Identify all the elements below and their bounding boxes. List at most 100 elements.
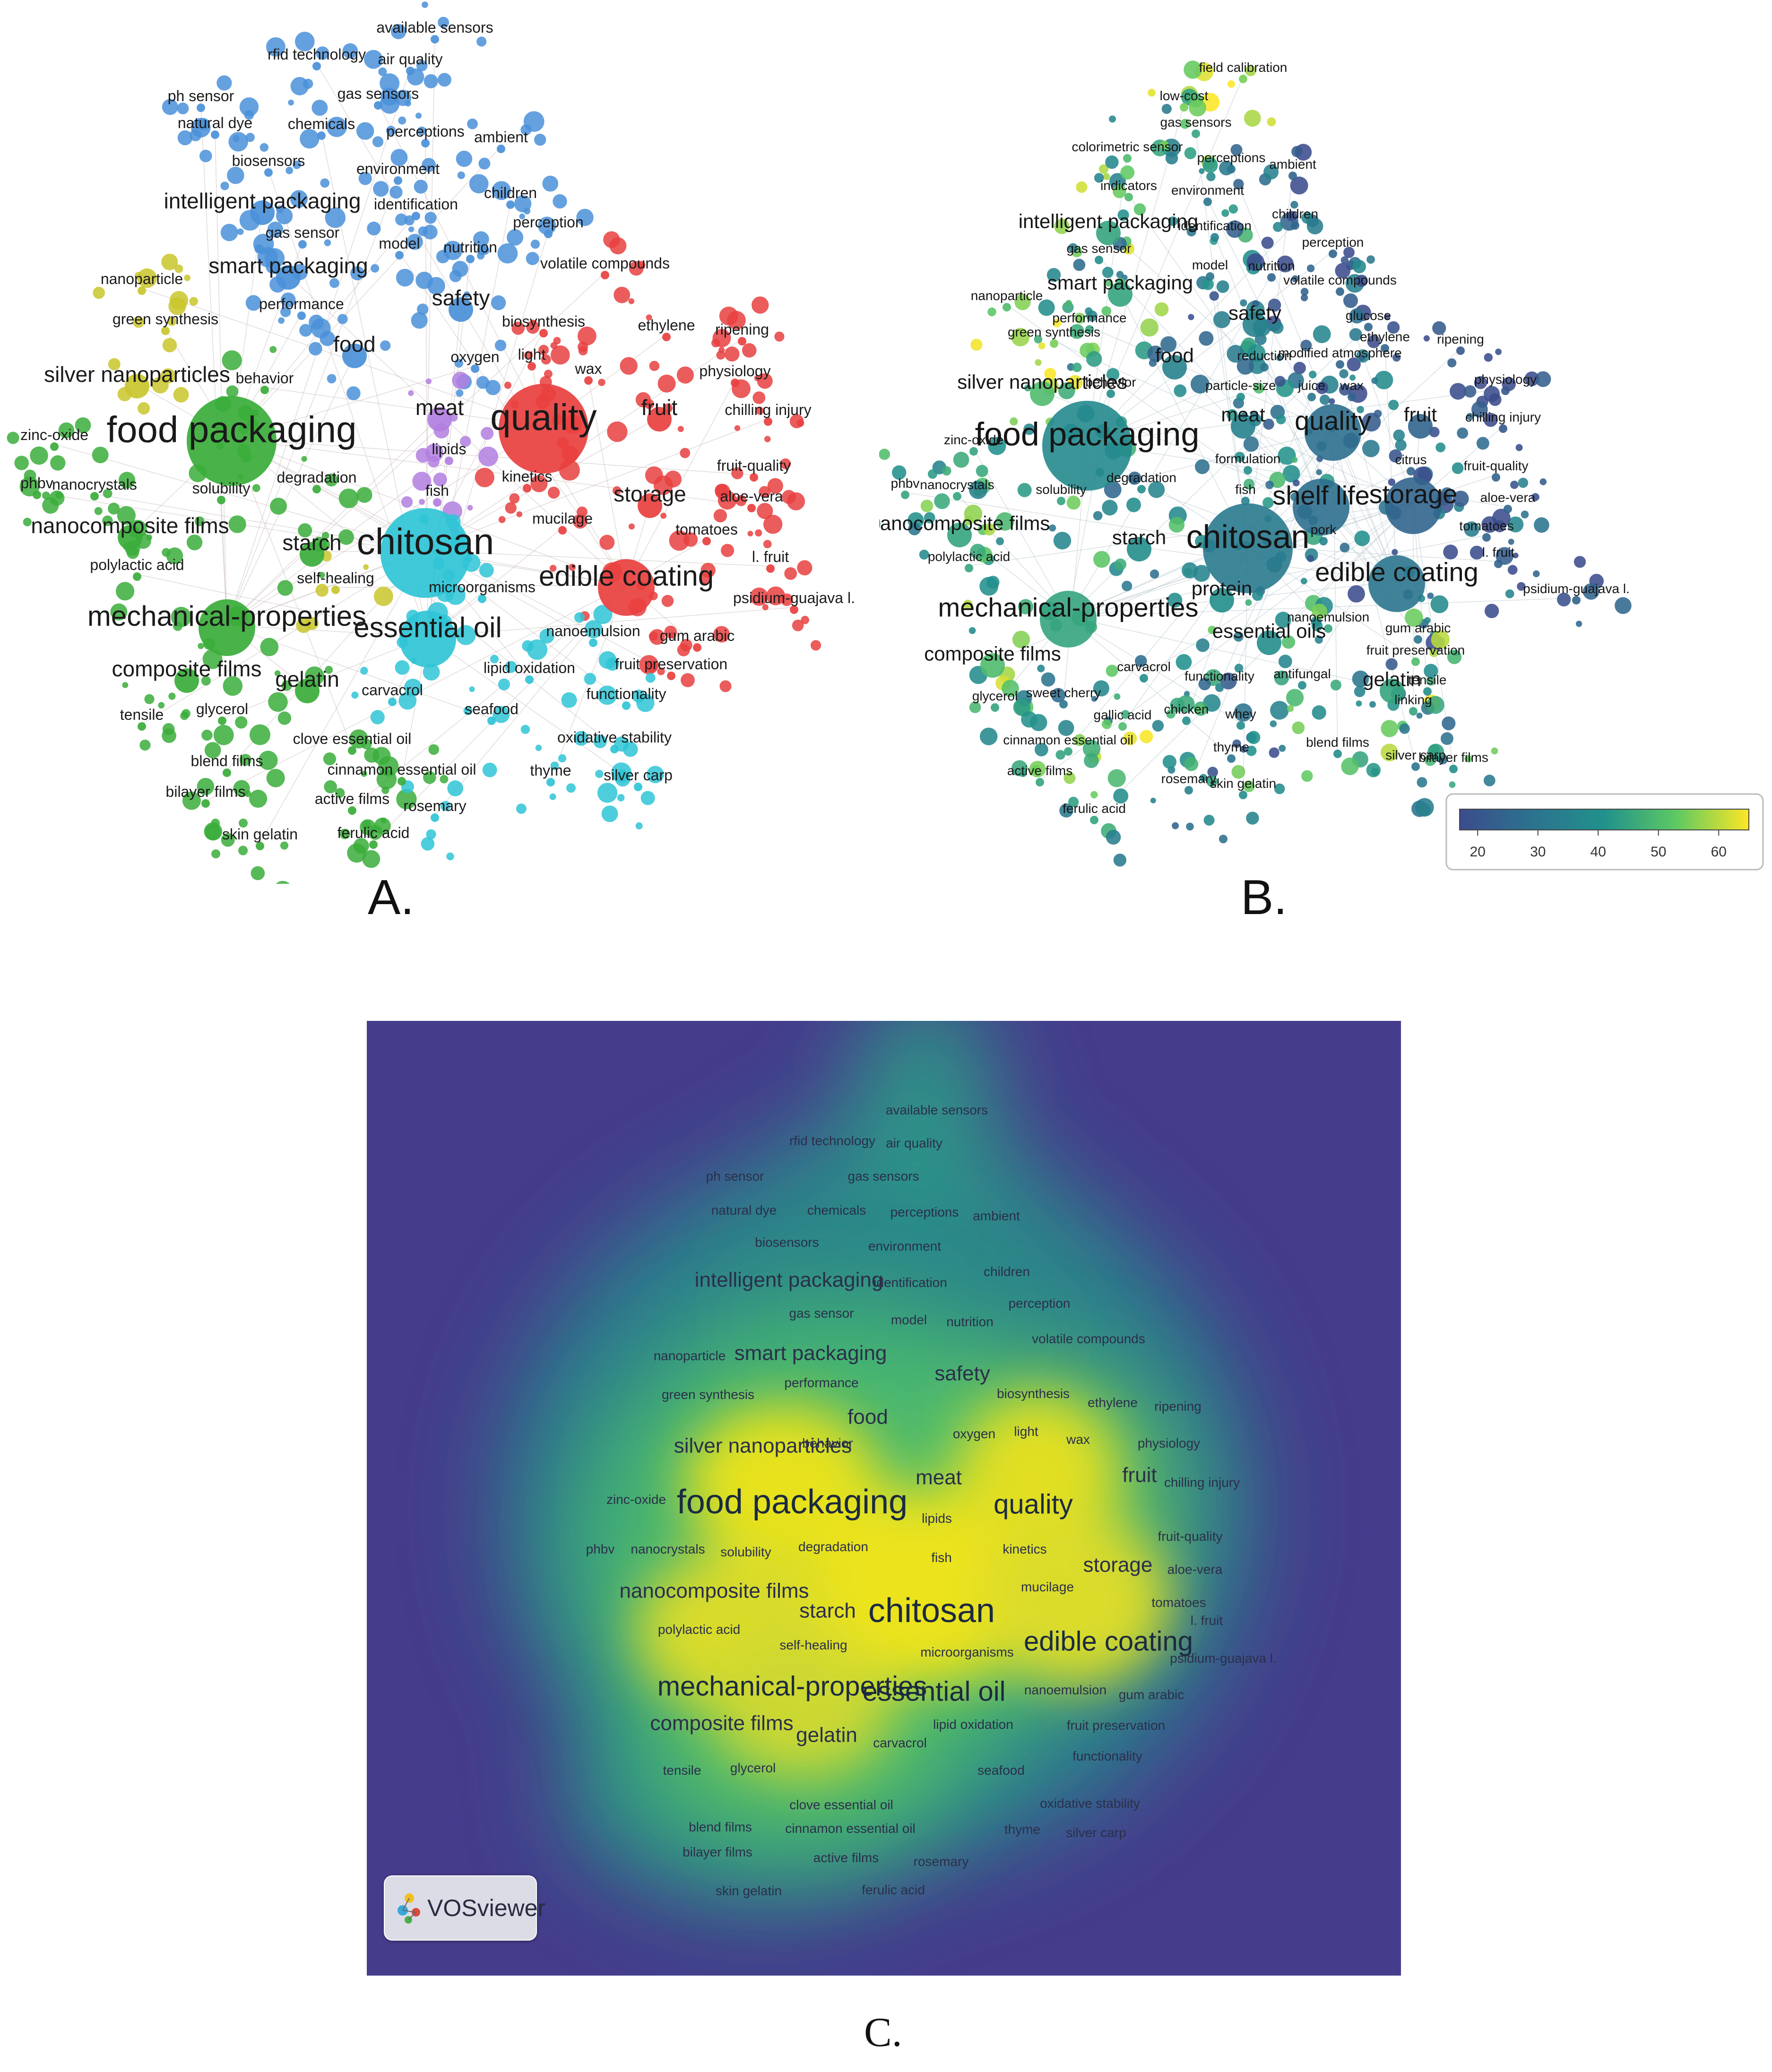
network-node-small [221, 833, 235, 847]
overlay-node-antifungal [1298, 681, 1306, 690]
network-node-small [266, 37, 285, 57]
overlay-node-small [1174, 384, 1187, 397]
overlay-node-small [1066, 495, 1081, 510]
overlay-node-small [1021, 711, 1037, 728]
overlay-label-edible-coating: edible coating [1315, 557, 1478, 587]
network-edge [137, 574, 428, 637]
node-performance [297, 311, 306, 320]
node-skin-gelatin [256, 842, 264, 850]
overlay-label-polylactic-acid: polylactic acid [928, 549, 1010, 564]
term-label-carvacrol: carvacrol [362, 682, 423, 699]
term-label-starch: starch [282, 530, 341, 555]
overlay-node-small [1424, 617, 1431, 624]
network-node-small [520, 725, 530, 734]
term-label-wax: wax [575, 360, 602, 377]
network-node-small [189, 297, 199, 306]
network-node-small [396, 789, 417, 810]
overlay-node-small [1018, 599, 1034, 614]
overlay-node-small [1172, 822, 1179, 829]
overlay-edge [1247, 173, 1293, 546]
overlay-node-small [1271, 321, 1284, 334]
network-node-small [428, 456, 440, 468]
term-label-bilayer-films: bilayer films [166, 783, 246, 800]
density-label-natural-dye: natural dye [711, 1203, 777, 1217]
network-node-small [338, 488, 359, 509]
overlay-node-small [1447, 649, 1462, 665]
network-node-small [404, 678, 422, 697]
network-node-small [259, 143, 269, 152]
overlay-node-small [1228, 204, 1238, 214]
density-visualization-panel: available sensors rfid technology air qual… [367, 1021, 1401, 1976]
node-storage [638, 493, 662, 518]
overlay-node-small [1190, 374, 1210, 394]
overlay-node-small [1195, 459, 1210, 475]
term-label-nanoparticle: nanoparticle [101, 270, 183, 287]
overlay-node-small [1484, 353, 1493, 362]
network-node-small [390, 149, 408, 166]
overlay-node-small [1267, 117, 1276, 127]
density-label-perceptions: perceptions [890, 1205, 959, 1219]
overlay-node-small [1113, 854, 1127, 867]
overlay-node-small [1199, 168, 1205, 174]
density-label-perception: perception [1009, 1296, 1071, 1311]
network-node-small [177, 130, 193, 146]
term-label-performance: performance [259, 295, 344, 312]
node-functionality [622, 701, 631, 710]
overlay-node-small [1024, 384, 1031, 392]
overlay-edge [1087, 251, 1333, 444]
term-label-skin-gelatin: skin gelatin [222, 826, 298, 843]
overlay-node-small [1093, 511, 1103, 520]
density-label-ripening: ripening [1154, 1399, 1202, 1414]
overlay-node-small [1269, 747, 1279, 758]
overlay-node-small [1253, 382, 1264, 394]
term-label-gum-arabic: gum arabic [660, 627, 735, 644]
term-label-fish: fish [425, 482, 449, 499]
density-label-model: model [891, 1312, 927, 1327]
overlay-label-glycerol: glycerol [972, 689, 1018, 703]
node-fruit-preservation [667, 672, 675, 680]
overlay-map: field calibration low-cost gas sensors colo… [879, 60, 1764, 871]
network-node-small [412, 472, 432, 491]
term-label-safety: safety [432, 285, 490, 310]
network-node-small [266, 768, 285, 787]
network-node-small [763, 540, 772, 549]
network-node-small [415, 112, 422, 119]
network-node-small [509, 493, 520, 504]
network-node-small [132, 316, 145, 328]
overlay-label-phbv: phbv [891, 476, 920, 491]
overlay-node-small [1058, 382, 1075, 399]
node-chitosan [380, 508, 470, 598]
overlay-node-small [979, 577, 999, 596]
overlay-node-small [1349, 308, 1365, 324]
overlay-node-small [1189, 99, 1207, 117]
overlay-node-small [1505, 589, 1514, 598]
node-carvacrol [388, 698, 397, 706]
term-label-phbv: phbv [20, 475, 53, 492]
term-label-behavior: behavior [236, 370, 294, 387]
network-node-small [457, 171, 465, 179]
overlay-node-small [1466, 413, 1474, 421]
network-node-small [520, 124, 532, 136]
network-node-small [299, 324, 312, 337]
overlay-node-small [1252, 300, 1259, 307]
network-node-small [290, 190, 308, 208]
network-node-small [446, 852, 454, 861]
network-node-small [607, 421, 628, 442]
overlay-node-small [1539, 478, 1547, 485]
overlay-node-small [1301, 770, 1313, 782]
network-edge [264, 387, 544, 427]
node-lipid-oxidation [525, 675, 534, 684]
overlay-label-starch: starch [1112, 527, 1166, 549]
overlay-node-small [1014, 294, 1031, 311]
overlay-node-small [1319, 394, 1330, 405]
overlay-label-nanoparticle: nanoparticle [971, 288, 1043, 303]
network-node-small [717, 491, 737, 510]
overlay-label-gallic-acid: gallic acid [1094, 708, 1152, 722]
overlay-node-small [1245, 65, 1256, 77]
overlay-node-small [1038, 342, 1046, 350]
network-node-small [417, 303, 429, 315]
network-node-small [260, 638, 279, 656]
network-node-small [316, 46, 329, 60]
overlay-node-small [1188, 314, 1194, 320]
overlay-label-functionality: functionality [1184, 669, 1254, 683]
